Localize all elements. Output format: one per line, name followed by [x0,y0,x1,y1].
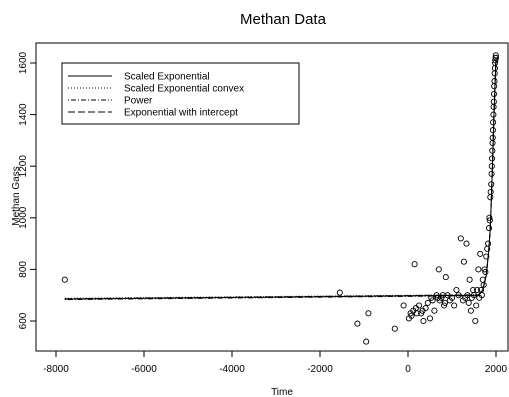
legend-label: Scaled Exponential [124,72,210,83]
data-point [490,111,497,118]
data-point [486,214,493,221]
data-point [488,155,496,162]
data-point [470,292,478,299]
data-point [415,302,423,309]
data-point [491,70,498,77]
data-point [455,292,462,299]
data-point [486,217,493,224]
data-point [61,276,68,283]
data-point [435,266,442,273]
data-point [411,261,418,268]
y-tick-label: 1000 [18,206,29,229]
y-tick-label: 1600 [18,51,29,74]
legend-label: Exponential with intercept [124,108,238,119]
data-point [400,302,407,309]
x-tick-label: 2000 [485,364,508,375]
data-point [451,302,458,309]
data-point [467,307,474,314]
data-point [422,305,429,312]
y-axis-label: Methan Gass [11,166,22,225]
data-point [472,317,479,325]
data-point [477,250,484,257]
data-point [490,119,497,126]
data-point [487,194,494,201]
legend-box [61,62,300,125]
data-point [480,281,487,288]
legend-label: Power [124,96,153,107]
x-tick-label: 0 [405,364,411,375]
data-point [444,292,451,299]
data-point [490,90,498,98]
data-point [420,317,427,325]
data-point [488,170,495,177]
data-point [448,294,456,301]
data-point [491,83,498,90]
y-tick-label: 1200 [18,155,29,178]
data-point [489,147,496,154]
data-point [488,163,495,170]
data-point [408,312,415,319]
data-point [492,52,499,59]
data-point [478,292,485,299]
data-point [354,320,361,327]
data-point [464,292,471,299]
data-point [429,297,436,304]
data-point [460,258,467,265]
data-point [489,134,496,141]
data-point [463,240,470,247]
data-point [489,127,496,134]
data-point [424,299,431,306]
data-point [485,225,493,232]
data-point [365,310,372,317]
data-point [441,299,449,306]
data-point [491,78,498,85]
y-axis: 600 800 1000 1200 1400 1600 [18,51,37,329]
data-point [475,266,482,273]
x-tick-label: -2000 [307,364,333,375]
data-point [490,103,497,110]
data-point [431,307,438,314]
x-tick-label: -6000 [131,364,157,375]
data-point [485,240,492,247]
x-axis: -8000 -6000 -4000 -2000 0 2000 [43,350,508,375]
data-point [491,65,498,72]
data-point [336,289,343,296]
legend-label: Scaled Exponential convex [124,84,244,95]
data-point [441,302,448,309]
data-points [61,52,500,345]
y-tick-label: 600 [18,312,29,329]
data-point [442,274,449,281]
data-point [492,54,500,61]
data-point [453,286,460,294]
data-point [487,188,494,196]
data-point [482,268,489,276]
chart-title: Methan Data [240,11,327,28]
data-point [466,276,473,283]
data-point [483,253,490,260]
y-tick-label: 800 [18,261,29,278]
x-tick-label: -8000 [43,364,69,375]
data-point [474,286,481,294]
data-point [489,139,496,147]
x-axis-label: Time [271,387,293,397]
data-point [363,338,370,345]
data-point [490,98,497,105]
data-point [465,299,472,306]
x-tick-label: -4000 [219,364,245,375]
data-point [391,325,398,332]
data-point [488,181,495,188]
data-point [473,302,480,309]
data-point [413,310,420,317]
fitted-curves [64,57,497,301]
y-tick-label: 1400 [18,103,29,126]
data-point [426,315,434,322]
series-line [64,57,497,300]
data-point [457,235,464,242]
data-point [481,266,488,273]
